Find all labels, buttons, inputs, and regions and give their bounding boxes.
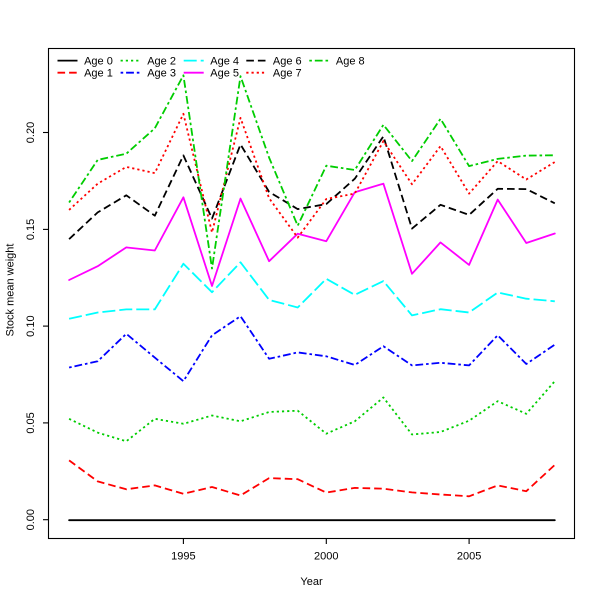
svg-text:2000: 2000 [314,551,338,563]
svg-text:Age 1: Age 1 [84,68,113,80]
svg-text:0.10: 0.10 [25,315,37,336]
svg-text:Age 2: Age 2 [147,56,176,68]
svg-text:2005: 2005 [457,551,481,563]
svg-text:Year: Year [300,576,323,588]
svg-text:0.00: 0.00 [25,509,37,530]
svg-text:Age 0: Age 0 [84,56,113,68]
svg-text:Age 8: Age 8 [336,56,365,68]
svg-text:Age 4: Age 4 [210,56,239,68]
svg-text:Age 3: Age 3 [147,68,176,80]
svg-text:0.05: 0.05 [25,412,37,433]
svg-text:Age 6: Age 6 [273,56,302,68]
svg-text:Stock mean weight: Stock mean weight [5,244,17,337]
svg-text:0.15: 0.15 [25,219,37,240]
svg-text:Age 7: Age 7 [273,68,302,80]
svg-text:Age 5: Age 5 [210,68,239,80]
svg-text:1995: 1995 [171,551,195,563]
svg-text:0.20: 0.20 [25,122,37,143]
